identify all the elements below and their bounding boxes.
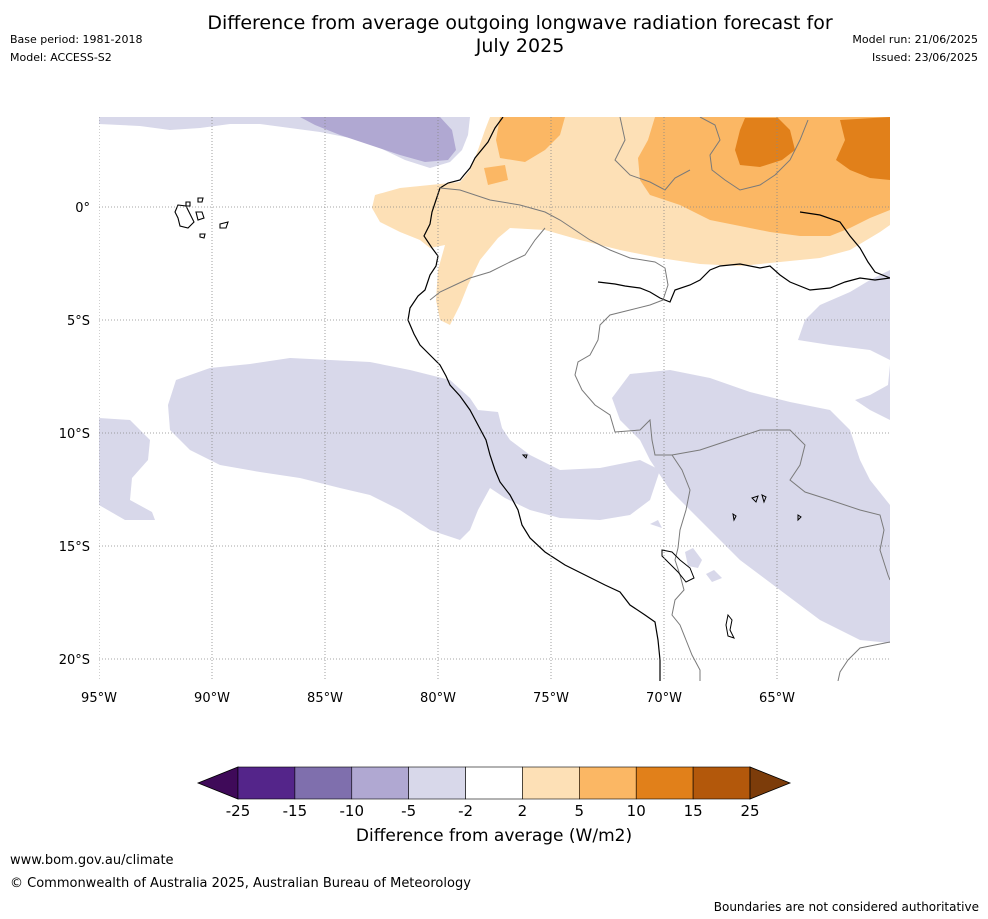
colorbar-tick-label: -5 (401, 802, 416, 820)
contour-small-orange (484, 165, 508, 185)
latitude-label: 5°S (67, 314, 90, 329)
contour-west-pacific-band (99, 418, 155, 520)
border-brazil-north (699, 117, 809, 191)
colorbar-tick-label: -2 (458, 802, 473, 820)
model-run: Model run: 21/06/2025 (852, 33, 978, 46)
colorbar: -25 -15 -10 -5 -2 2 5 10 15 25 (196, 766, 792, 820)
contour-small-patch-3 (650, 520, 662, 528)
issued-date: Issued: 23/06/2025 (871, 51, 978, 64)
contour-dark-orange-1 (735, 118, 795, 167)
longitude-label: 70°W (646, 691, 682, 706)
footer-url[interactable]: www.bom.gov.au/climate (10, 853, 174, 868)
colorbar-segment (692, 766, 751, 800)
island-north (197, 197, 204, 203)
island-floreana (199, 233, 206, 239)
colorbar-segment (635, 766, 694, 800)
title-line-1: Difference from average outgoing longwav… (207, 12, 833, 34)
colorbar-tick-label: 10 (627, 802, 646, 820)
island-santa-cruz (195, 211, 205, 221)
longitude-label: 75°W (533, 691, 569, 706)
contour-northeast-orange (638, 117, 890, 236)
colorbar-segment (294, 766, 353, 800)
longitude-label: 90°W (194, 691, 230, 706)
chart-title: Difference from average outgoing longwav… (160, 12, 880, 58)
contour-small-patch-2 (706, 570, 722, 582)
colorbar-segment (351, 766, 409, 800)
meta-right: Model run: 21/06/2025 Issued: 23/06/2025 (852, 33, 978, 69)
border-peru-bolivia (671, 547, 701, 681)
footer-copyright: © Commonwealth of Australia 2025, Austra… (10, 876, 471, 891)
lake-small-4 (797, 514, 802, 522)
model-name: Model: ACCESS-S2 (10, 51, 112, 64)
base-period: Base period: 1981-2018 (10, 33, 143, 46)
border-peru-brazil (574, 299, 691, 549)
border-south (837, 641, 890, 681)
lakes (521, 454, 802, 639)
contour-northeast-patch (798, 270, 890, 360)
anomaly-medium-positive (484, 117, 890, 236)
latitude-labels: 0° 5°S 10°S 15°S 20°S (59, 201, 90, 668)
anomaly-strong-positive (735, 117, 890, 180)
colorbar-tick-label: -15 (283, 802, 308, 820)
island-san-cristobal (219, 221, 229, 229)
colorbar-tick-label: 15 (684, 802, 703, 820)
map-plot-area (99, 117, 890, 681)
latitude-label: 20°S (59, 653, 90, 668)
lake-small-1 (751, 495, 759, 503)
northern-coastline (597, 263, 890, 303)
footer-disclaimer: Boundaries are not considered authoritat… (713, 900, 979, 914)
colorbar-segment (237, 766, 296, 800)
galapagos-islands (174, 197, 229, 239)
contour-dark-orange-2 (836, 117, 890, 180)
longitude-labels: 95°W 90°W 85°W 80°W 75°W 70°W 65°W (81, 691, 795, 706)
colorbar-tick-label: 5 (575, 802, 585, 820)
colorbar-tick-label: 25 (740, 802, 759, 820)
border-bolivia-brazil (671, 429, 890, 581)
anomaly-medium-negative (300, 117, 456, 162)
colorbar-title: Difference from average (W/m2) (355, 826, 633, 846)
longitude-label: 85°W (307, 691, 343, 706)
longitude-label: 95°W (81, 691, 117, 706)
gridlines (99, 117, 890, 681)
latitude-label: 15°S (59, 540, 90, 555)
island-fernandina (185, 201, 191, 207)
longitude-label: 80°W (420, 691, 456, 706)
border-venezuela (614, 117, 691, 191)
border-colombia-ecuador (439, 187, 669, 301)
contour-northwest-orange (496, 117, 565, 162)
contour-central-pacific-band (168, 358, 660, 540)
colorbar-segment (579, 766, 637, 800)
contour-east-edge-patch (855, 365, 890, 420)
colorbar-segment (408, 766, 466, 800)
lake-poopo (725, 613, 735, 639)
lake-small-5 (521, 454, 528, 459)
colorbar-extend-low (196, 766, 239, 800)
latitude-label: 0° (75, 201, 90, 216)
colorbar-extend-high (749, 766, 792, 800)
amazon-estuary (799, 211, 890, 279)
colorbar-tick-label: -10 (340, 802, 365, 820)
colorbar-segment (522, 766, 580, 800)
latitude-label: 10°S (59, 427, 90, 442)
meta-left: Base period: 1981-2018 Model: ACCESS-S2 (10, 33, 142, 69)
colorbar-tick-label: -25 (226, 802, 251, 820)
colorbar-tick-label: 2 (518, 802, 528, 820)
lake-titicaca (661, 549, 695, 583)
lake-small-2 (761, 494, 767, 504)
contour-amazon-east (612, 370, 890, 643)
colorbar-segment (465, 766, 523, 800)
island-isabela (174, 204, 195, 229)
country-borders (429, 117, 890, 681)
title-line-2: July 2025 (475, 35, 565, 57)
contour-small-patch-1 (685, 548, 702, 568)
longitude-label: 65°W (759, 691, 795, 706)
border-ecuador-peru (429, 227, 546, 301)
lake-small-3 (732, 512, 737, 522)
